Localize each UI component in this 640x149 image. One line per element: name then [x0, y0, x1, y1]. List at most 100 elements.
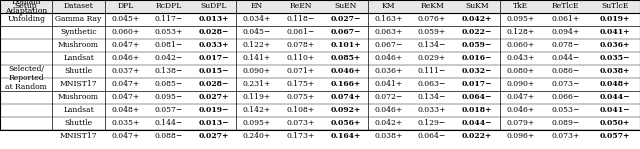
Text: RcDPL: RcDPL [156, 3, 182, 10]
Text: Mushroom: Mushroom [58, 41, 99, 49]
Text: 0.016−: 0.016− [462, 54, 492, 62]
Text: 0.019+: 0.019+ [600, 15, 630, 23]
Text: 0.059+: 0.059+ [418, 28, 446, 36]
Text: 0.164+: 0.164+ [330, 132, 361, 140]
Text: 0.095+: 0.095+ [243, 119, 271, 127]
Text: 0.095+: 0.095+ [506, 15, 534, 23]
Text: 0.022−: 0.022− [462, 28, 492, 36]
Text: 0.045+: 0.045+ [111, 15, 140, 23]
Text: 0.063−: 0.063− [418, 80, 446, 88]
Text: 0.064−: 0.064− [418, 132, 446, 140]
Text: Synthetic: Synthetic [60, 28, 97, 36]
Text: 0.038+: 0.038+ [374, 132, 403, 140]
Text: 0.076+: 0.076+ [418, 15, 446, 23]
Text: 0.022+: 0.022+ [462, 132, 492, 140]
Text: 0.074+: 0.074+ [330, 93, 361, 101]
Text: 0.094+: 0.094+ [552, 28, 580, 36]
Text: 0.028−: 0.028− [198, 28, 229, 36]
Text: 0.056+: 0.056+ [330, 119, 360, 127]
Text: 0.110+: 0.110+ [286, 54, 314, 62]
Text: 0.047+: 0.047+ [111, 80, 140, 88]
Text: Unfolding: Unfolding [7, 15, 45, 23]
Text: 0.061−: 0.061− [286, 28, 314, 36]
Text: 0.088−: 0.088− [155, 132, 183, 140]
Text: 0.071+: 0.071+ [286, 67, 314, 75]
Text: 0.067−: 0.067− [374, 41, 403, 49]
Text: 0.046+: 0.046+ [506, 106, 534, 114]
Text: 0.047+: 0.047+ [111, 41, 140, 49]
Bar [0, 0, 640, 13]
Text: 0.144−: 0.144− [155, 119, 183, 127]
Text: SuTlcE: SuTlcE [602, 3, 629, 10]
Text: 0.042+: 0.042+ [462, 15, 492, 23]
Text: 0.118−: 0.118− [286, 15, 314, 23]
Text: 0.078+: 0.078+ [286, 41, 314, 49]
Text: 0.017−: 0.017− [462, 80, 492, 88]
Text: 0.166+: 0.166+ [330, 80, 360, 88]
Text: SuEN: SuEN [334, 3, 356, 10]
Text: 0.047+: 0.047+ [506, 93, 534, 101]
Text: 0.037+: 0.037+ [111, 67, 140, 75]
Text: 0.119+: 0.119+ [243, 93, 271, 101]
Text: 0.072−: 0.072− [374, 93, 403, 101]
Text: 0.013+: 0.013+ [198, 15, 229, 23]
Text: 0.064−: 0.064− [462, 93, 492, 101]
Text: 0.060+: 0.060+ [506, 41, 534, 49]
Text: DPL: DPL [117, 3, 134, 10]
Text: 0.096+: 0.096+ [506, 132, 534, 140]
Text: 0.046+: 0.046+ [374, 106, 403, 114]
Text: Domain
Adaptation: Domain Adaptation [5, 0, 47, 15]
Text: MNIST17: MNIST17 [60, 132, 97, 140]
Text: 0.057+: 0.057+ [600, 132, 630, 140]
Text: 0.028−: 0.028− [198, 80, 229, 88]
Text: 0.089−: 0.089− [552, 119, 580, 127]
Text: 0.044−: 0.044− [462, 119, 492, 127]
Text: Landsat: Landsat [63, 54, 94, 62]
Text: Shuttle: Shuttle [65, 119, 93, 127]
Text: Gamma Ray: Gamma Ray [56, 15, 102, 23]
Text: 0.122+: 0.122+ [243, 41, 271, 49]
Text: Setup: Setup [15, 3, 38, 10]
Text: 0.035+: 0.035+ [111, 119, 140, 127]
Text: 0.079+: 0.079+ [506, 119, 534, 127]
Text: MNIST17: MNIST17 [60, 80, 97, 88]
Text: 0.085+: 0.085+ [330, 54, 360, 62]
Text: 0.047+: 0.047+ [111, 93, 140, 101]
Text: ReTlcE: ReTlcE [552, 3, 580, 10]
Text: 0.042+: 0.042+ [374, 119, 403, 127]
Text: 0.163+: 0.163+ [374, 15, 403, 23]
Text: 0.090+: 0.090+ [506, 80, 534, 88]
Text: 0.033+: 0.033+ [418, 106, 446, 114]
Text: 0.073+: 0.073+ [286, 119, 314, 127]
Text: 0.015−: 0.015− [198, 67, 229, 75]
Text: 0.019−: 0.019− [198, 106, 229, 114]
Text: 0.081−: 0.081− [155, 41, 183, 49]
Text: Shuttle: Shuttle [65, 67, 93, 75]
Text: 0.048+: 0.048+ [111, 106, 140, 114]
Text: 0.013−: 0.013− [198, 119, 229, 127]
Text: 0.090+: 0.090+ [243, 67, 271, 75]
Text: 0.066−: 0.066− [552, 93, 580, 101]
Text: 0.175+: 0.175+ [286, 80, 314, 88]
Text: KM: KM [382, 3, 396, 10]
Text: 0.095−: 0.095− [155, 93, 183, 101]
Text: 0.129−: 0.129− [418, 119, 446, 127]
Text: SuKM: SuKM [465, 3, 489, 10]
Text: 0.044−: 0.044− [552, 54, 580, 62]
Text: 0.073+: 0.073+ [552, 132, 580, 140]
Text: 0.044−: 0.044− [600, 93, 630, 101]
Text: TkE: TkE [513, 3, 528, 10]
Text: 0.142+: 0.142+ [243, 106, 271, 114]
Text: 0.048+: 0.048+ [600, 80, 630, 88]
Text: 0.047+: 0.047+ [111, 132, 140, 140]
Text: 0.043+: 0.043+ [506, 54, 534, 62]
Text: 0.027+: 0.027+ [198, 93, 229, 101]
Text: 0.027−: 0.027− [330, 15, 361, 23]
Text: 0.067−: 0.067− [330, 28, 361, 36]
Text: 0.033+: 0.033+ [198, 41, 229, 49]
Text: 0.053−: 0.053− [552, 106, 580, 114]
Text: 0.060+: 0.060+ [111, 28, 140, 36]
Text: 0.141+: 0.141+ [243, 54, 271, 62]
Text: 0.063+: 0.063+ [374, 28, 403, 36]
Text: 0.138−: 0.138− [154, 67, 183, 75]
